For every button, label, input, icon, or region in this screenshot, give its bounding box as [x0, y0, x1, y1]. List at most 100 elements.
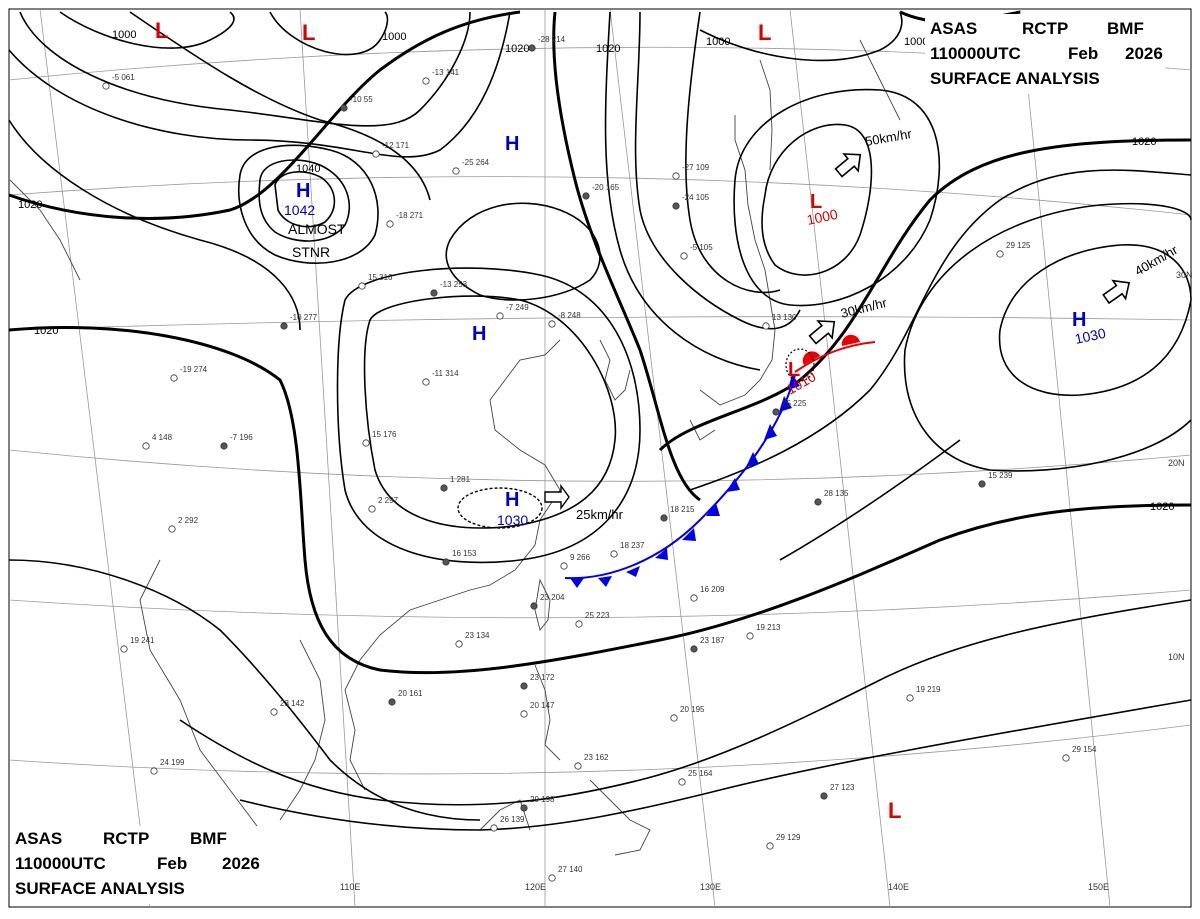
station-marker: [362, 439, 370, 447]
station-value: 19 219: [916, 685, 941, 694]
station-marker: [496, 312, 504, 320]
station-marker: [1062, 754, 1070, 762]
station-value: 13 130: [772, 313, 797, 322]
station-marker: [372, 150, 380, 158]
lon-label: 130E: [700, 882, 721, 892]
station-value: -7 249: [506, 303, 529, 312]
isobar-1000-ne: [699, 11, 903, 62]
isobar-label: 1020: [596, 43, 620, 55]
station-value: 29 129: [776, 833, 801, 842]
isobar-1020-main: [8, 325, 1192, 675]
coast-vietnam: [279, 639, 326, 821]
isobar-1020-north: [8, 10, 521, 220]
isobar-ring-a: [19, 11, 471, 127]
station-value: -8 248: [558, 311, 581, 320]
station-marker: [582, 192, 590, 200]
high-center-letter: H: [296, 180, 310, 202]
station-value: 15 316: [368, 273, 393, 282]
isobar-ring-c: [8, 119, 301, 331]
isobar-1000-nw: [59, 11, 235, 49]
low-center-letter: L: [302, 20, 315, 45]
station-value: 23 187: [700, 636, 725, 645]
station-marker: [766, 842, 774, 850]
station-marker: [340, 104, 348, 112]
station-value: 29 198: [530, 795, 555, 804]
station-marker: [170, 374, 178, 382]
cold-front: [564, 374, 796, 580]
isobar-l1000-outer: [733, 88, 941, 307]
header-time: 110000UTC: [15, 854, 106, 873]
warm-front: [794, 341, 876, 373]
station-value: -7 196: [230, 433, 253, 442]
station-marker: [528, 44, 536, 52]
warm-front-bumps: [802, 334, 860, 365]
station-value: 24 199: [160, 758, 185, 767]
station-value: 16 209: [700, 585, 725, 594]
high-center-value: 1030: [1073, 325, 1107, 347]
isobar-label: 1000: [706, 36, 730, 48]
station-value: 18 237: [620, 541, 645, 550]
station-marker: [430, 289, 438, 297]
arrow-icon: [808, 320, 836, 345]
coast-indochina: [139, 559, 261, 831]
station-value: -10 55: [350, 95, 373, 104]
low-center-letter: L: [788, 359, 800, 381]
isobar-japan-b: [604, 11, 761, 371]
coast-mindanao: [589, 779, 651, 856]
meridian-150e: [1019, 8, 1111, 908]
header-year: 2026: [222, 854, 260, 873]
station-value: 20 195: [680, 705, 705, 714]
station-marker: [746, 632, 754, 640]
isobar-1040-inner: [258, 159, 351, 242]
isobar-label: 1020: [505, 43, 529, 55]
arrow-icon: [1102, 279, 1131, 305]
station-value: 20 161: [398, 689, 423, 698]
station-value: 23 172: [530, 673, 555, 682]
station-marker: [670, 714, 678, 722]
header-month: Feb: [157, 854, 187, 873]
motion-arrow-50: [834, 153, 862, 178]
parallel-south: [8, 724, 1192, 775]
grid-labels: 110E 120E 130E 140E 150E 30N 20N 10N: [340, 270, 1193, 892]
station-marker: [168, 525, 176, 533]
station-marker: [772, 408, 780, 416]
high-center-value: 1030: [497, 512, 528, 528]
station-marker: [388, 698, 396, 706]
stnr-label-line2: STNR: [292, 244, 330, 260]
station-marker: [814, 498, 822, 506]
low-center-letter: L: [758, 20, 771, 45]
station-value: -27 109: [682, 163, 710, 172]
high-1030-dotted: [457, 487, 543, 529]
header-agency: RCTP: [103, 829, 149, 848]
station-marker: [220, 442, 228, 450]
coast-luzon: [534, 664, 561, 761]
high-center-letter: H: [505, 489, 519, 511]
station-value: -11 314: [432, 369, 459, 378]
station-value: 1 281: [450, 475, 471, 484]
isobar-l1000-ring: [761, 123, 873, 276]
station-marker: [280, 322, 288, 330]
isobar-label: 1000: [112, 29, 136, 41]
station-marker: [978, 480, 986, 488]
station-value: -25 264: [462, 158, 490, 167]
station-value: 23 204: [540, 593, 565, 602]
isobar-1000-n: [269, 11, 389, 56]
lon-label: 140E: [888, 882, 909, 892]
station-value: 15 176: [372, 430, 397, 439]
station-value: 9 266: [570, 553, 591, 562]
coast-korea: [599, 339, 631, 401]
low-center-letter: L: [888, 798, 901, 823]
station-value: 25 223: [585, 611, 610, 620]
station-marker: [455, 640, 463, 648]
parallel-30n: [8, 176, 1192, 216]
lat-label: 10N: [1168, 652, 1185, 662]
station-marker: [548, 874, 556, 882]
motion-arrow-25: [544, 483, 570, 511]
low-center-letter: L: [810, 191, 822, 213]
station-value: 27 123: [830, 783, 855, 792]
station-marker: [422, 77, 430, 85]
header-agency: BMF: [190, 829, 227, 848]
station-marker: [442, 558, 450, 566]
station-value: -10 277: [290, 313, 318, 322]
